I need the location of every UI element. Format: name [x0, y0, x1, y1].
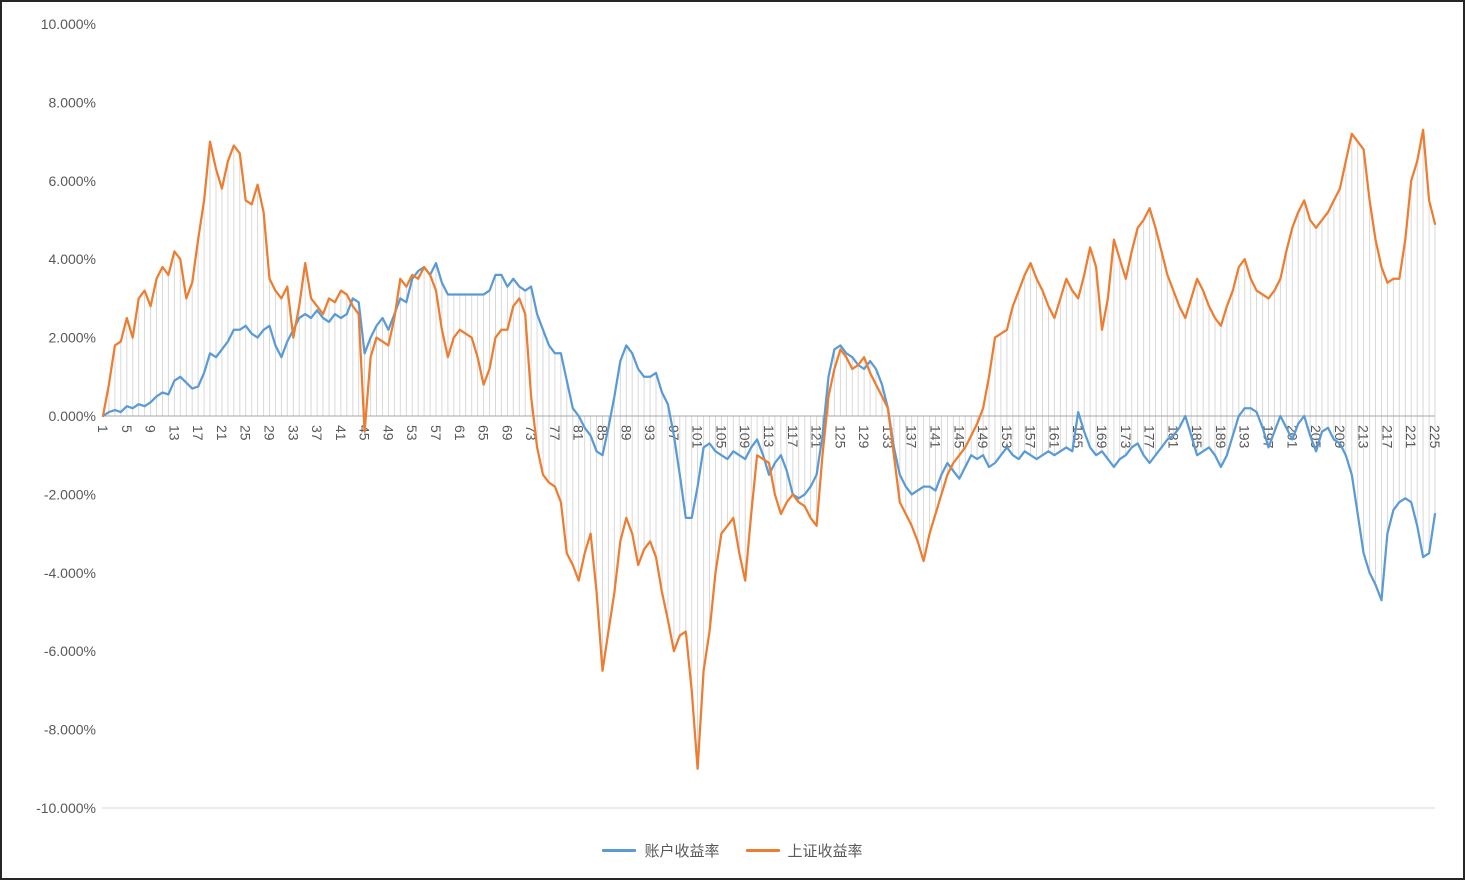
legend-label-account: 账户收益率 — [644, 843, 720, 860]
svg-text:93: 93 — [642, 425, 658, 441]
legend-line-swatch-shanghai — [745, 849, 780, 852]
svg-text:17: 17 — [190, 425, 206, 441]
svg-text:21: 21 — [214, 425, 230, 441]
svg-text:41: 41 — [333, 425, 349, 441]
svg-text:213: 213 — [1356, 425, 1372, 449]
svg-text:209: 209 — [1332, 425, 1348, 449]
svg-text:81: 81 — [571, 425, 587, 441]
svg-text:-10.000%: -10.000% — [36, 800, 96, 816]
svg-text:145: 145 — [951, 425, 967, 449]
svg-text:61: 61 — [452, 425, 468, 441]
svg-text:117: 117 — [785, 425, 801, 448]
svg-text:65: 65 — [476, 425, 492, 441]
svg-text:0.000%: 0.000% — [49, 408, 96, 424]
svg-text:221: 221 — [1403, 425, 1419, 449]
svg-text:77: 77 — [547, 425, 563, 441]
svg-text:149: 149 — [975, 425, 991, 449]
svg-text:189: 189 — [1213, 425, 1229, 449]
svg-text:217: 217 — [1379, 425, 1395, 449]
svg-text:2.000%: 2.000% — [49, 330, 96, 346]
legend-line-swatch-account — [602, 849, 637, 852]
svg-text:5: 5 — [119, 425, 135, 433]
chart-legend: 账户收益率 上证收益率 — [2, 840, 1463, 861]
legend-item-account-return[interactable]: 账户收益率 — [602, 840, 720, 861]
svg-text:49: 49 — [380, 425, 396, 441]
svg-text:137: 137 — [904, 425, 920, 449]
svg-text:161: 161 — [1046, 425, 1062, 449]
svg-text:-8.000%: -8.000% — [44, 722, 96, 738]
svg-text:177: 177 — [1142, 425, 1158, 449]
legend-label-shanghai: 上证收益率 — [787, 843, 863, 860]
svg-text:105: 105 — [713, 425, 729, 449]
svg-text:109: 109 — [737, 425, 753, 449]
svg-text:57: 57 — [428, 425, 444, 441]
svg-text:13: 13 — [166, 425, 182, 441]
svg-text:-6.000%: -6.000% — [44, 643, 96, 659]
svg-text:69: 69 — [499, 425, 515, 441]
svg-text:1: 1 — [95, 425, 111, 433]
svg-text:89: 89 — [618, 425, 634, 441]
svg-text:8.000%: 8.000% — [49, 94, 96, 110]
svg-text:53: 53 — [404, 425, 420, 441]
svg-text:33: 33 — [285, 425, 301, 441]
svg-text:193: 193 — [1237, 425, 1253, 449]
svg-text:6.000%: 6.000% — [49, 173, 96, 189]
svg-text:169: 169 — [1094, 425, 1110, 449]
svg-text:10.000%: 10.000% — [41, 16, 96, 32]
svg-text:-2.000%: -2.000% — [44, 486, 96, 502]
svg-text:225: 225 — [1427, 425, 1443, 449]
svg-text:4.000%: 4.000% — [49, 251, 96, 267]
legend-item-shanghai-return[interactable]: 上证收益率 — [745, 840, 863, 861]
svg-text:45: 45 — [357, 425, 373, 441]
svg-text:9: 9 — [143, 425, 159, 433]
svg-text:153: 153 — [999, 425, 1015, 449]
svg-text:29: 29 — [262, 425, 278, 441]
svg-text:25: 25 — [238, 425, 254, 441]
svg-text:129: 129 — [856, 425, 872, 449]
svg-text:125: 125 — [832, 425, 848, 449]
svg-text:141: 141 — [928, 425, 944, 449]
svg-text:101: 101 — [690, 425, 706, 449]
svg-text:-4.000%: -4.000% — [44, 565, 96, 581]
svg-text:37: 37 — [309, 425, 325, 441]
svg-text:157: 157 — [1023, 425, 1039, 449]
svg-text:173: 173 — [1118, 425, 1134, 449]
svg-text:113: 113 — [761, 425, 777, 448]
